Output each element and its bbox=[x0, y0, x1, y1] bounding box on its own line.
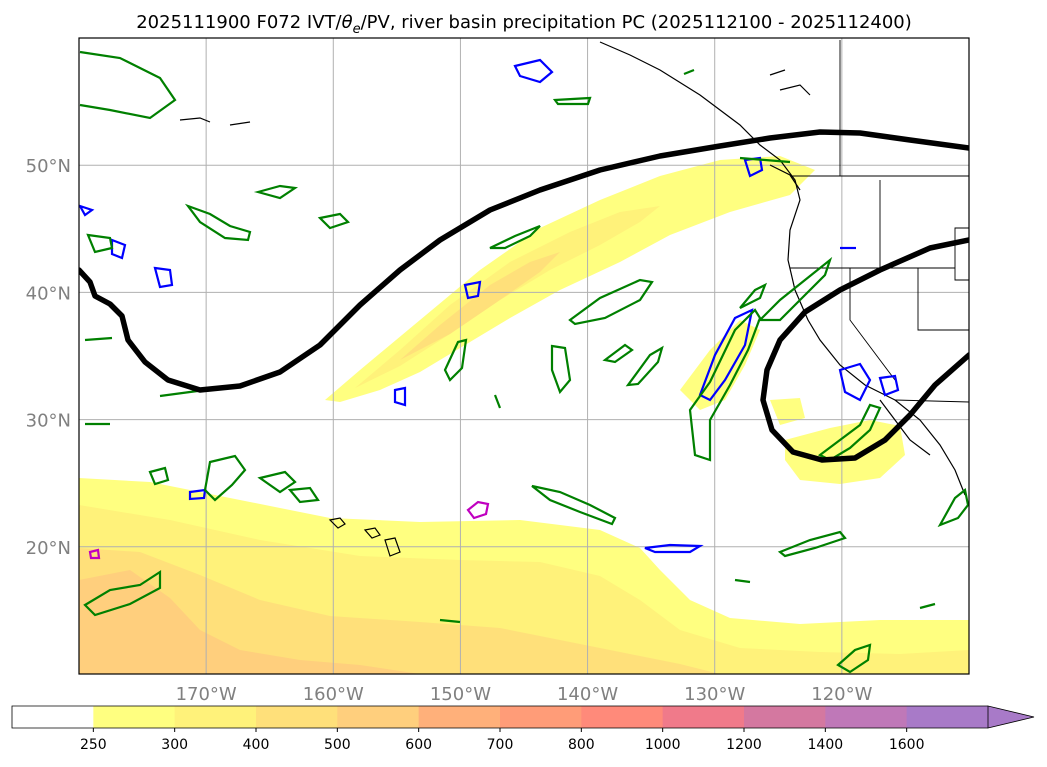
green-contours bbox=[79, 50, 969, 674]
longitude-label: 140°W bbox=[557, 684, 618, 705]
colorbar-tick-label: 600 bbox=[405, 737, 432, 753]
colorbar-segment bbox=[744, 706, 826, 728]
colorbar-tick-label: 1000 bbox=[645, 737, 681, 753]
longitude-label: 130°W bbox=[684, 684, 745, 705]
colorbar-segment bbox=[12, 706, 94, 728]
latitude-label: 20°N bbox=[26, 538, 71, 559]
latitude-labels: 50°N 40°N 30°N 20°N bbox=[26, 156, 71, 559]
magenta-contours bbox=[88, 500, 490, 560]
latitude-label: 40°N bbox=[26, 283, 71, 304]
colorbar-tick-label: 250 bbox=[80, 737, 107, 753]
colorbar-tick-label: 500 bbox=[324, 737, 351, 753]
colorbar-tick-label: 300 bbox=[161, 737, 188, 753]
colorbar-segment bbox=[174, 706, 257, 728]
latitude-label: 30°N bbox=[26, 411, 71, 432]
longitude-label: 150°W bbox=[430, 684, 491, 705]
colorbar-segment bbox=[906, 706, 989, 728]
colorbar-tick-label: 800 bbox=[568, 737, 595, 753]
longitude-label: 160°W bbox=[303, 684, 364, 705]
colorbar-segment bbox=[93, 706, 176, 728]
colorbar-segment bbox=[500, 706, 582, 728]
colorbar-segment bbox=[581, 706, 664, 728]
colorbar-extend-arrow bbox=[987, 705, 1035, 729]
ivt-shading bbox=[79, 156, 969, 674]
map-panel bbox=[78, 37, 970, 675]
longitude-label: 120°W bbox=[811, 684, 872, 705]
colorbar-tick-label: 400 bbox=[243, 737, 270, 753]
longitude-labels: 170°W 160°W 150°W 140°W 130°W 120°W bbox=[176, 684, 873, 705]
longitude-label: 170°W bbox=[176, 684, 237, 705]
figure-title: 2025111900 F072 IVT/θe/PV, river basin p… bbox=[136, 12, 912, 37]
colorbar: 250 300 400 500 600 700 800 1000 1200 1400 1600 bbox=[11, 705, 1035, 753]
latitude-label: 50°N bbox=[26, 156, 71, 177]
blue-contours bbox=[79, 58, 900, 554]
map-frame bbox=[78, 37, 970, 675]
colorbar-segment bbox=[825, 706, 908, 728]
colorbar-tick-label: 1200 bbox=[726, 737, 762, 753]
colorbar-segment bbox=[418, 706, 501, 728]
colorbar-segment bbox=[662, 706, 745, 728]
colorbar-segment bbox=[337, 706, 420, 728]
colorbar-segment bbox=[256, 706, 338, 728]
colorbar-tick-label: 1400 bbox=[808, 737, 844, 753]
pv-contours bbox=[79, 129, 969, 463]
colorbar-tick-label: 1600 bbox=[889, 737, 925, 753]
colorbar-tick-label: 700 bbox=[487, 737, 514, 753]
